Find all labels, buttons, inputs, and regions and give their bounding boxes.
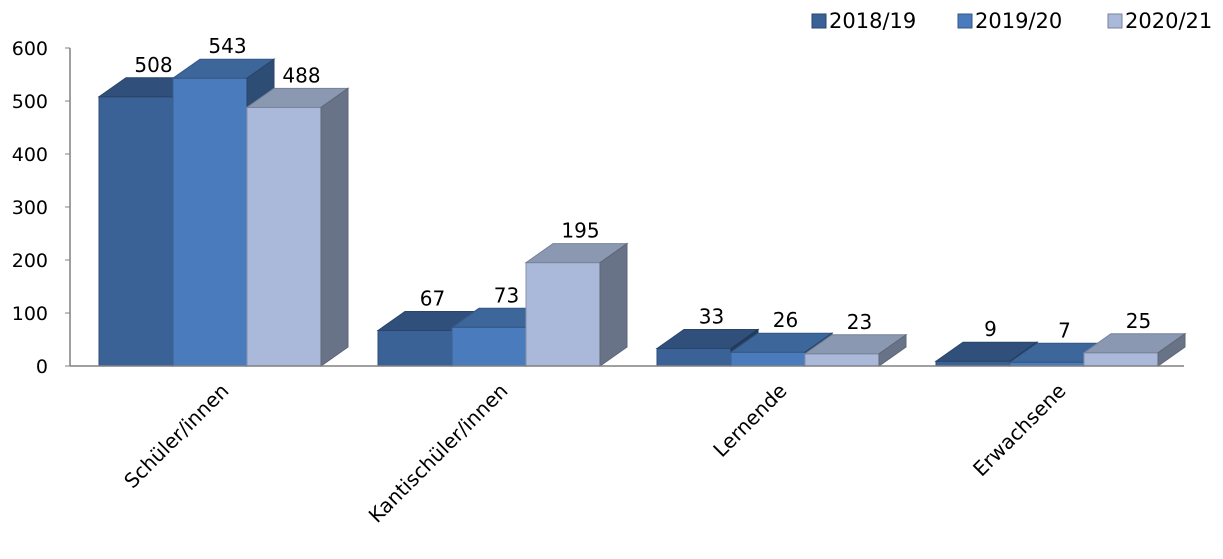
y-tick-label: 600 (12, 38, 48, 60)
category-label: Kantischüler/innen (364, 379, 513, 528)
bar-Erwachsene-2020/21 (1082, 332, 1187, 367)
data-label: 73 (494, 283, 519, 307)
legend-label: 2018/19 (829, 9, 916, 33)
bar-side-face (878, 333, 907, 367)
category-label: Schüler/innen (119, 379, 233, 493)
data-label: 67 (420, 286, 445, 310)
legend-item: 2018/19 (811, 9, 916, 33)
bar-Lernende-2020/21 (803, 333, 908, 367)
y-tick-label: 400 (12, 144, 48, 166)
legend-swatch (811, 13, 827, 29)
bar-Schüler/innen-2020/21 (245, 87, 350, 367)
legend-swatch (1107, 13, 1123, 29)
data-labels-layer: 508 543 488 67 73 195 33 26 23 9 7 25 (134, 34, 1151, 342)
data-label: 195 (561, 219, 599, 243)
legend: 2018/19 2019/20 2020/21 (811, 9, 1212, 33)
bar-front-face (98, 96, 174, 367)
bar-front-face (377, 329, 453, 367)
bar-front-face (656, 348, 732, 367)
y-tick-label: 100 (12, 303, 48, 325)
legend-item: 2020/21 (1107, 9, 1212, 33)
bar-front-face (525, 262, 601, 367)
data-label: 508 (134, 53, 172, 77)
data-label: 9 (984, 317, 997, 341)
bar-side-face (599, 242, 628, 367)
bar-front-face (451, 326, 527, 367)
category-label: Erwachsene (968, 379, 1070, 481)
data-label: 543 (208, 34, 246, 58)
bar-front-face (172, 77, 248, 367)
bar-front-face (246, 106, 322, 367)
bar-side-face (320, 87, 349, 367)
bars-layer (97, 58, 1187, 367)
bar-front-face (730, 351, 806, 367)
y-tick-label: 300 (12, 197, 48, 219)
data-label: 25 (1126, 309, 1151, 333)
data-label: 488 (282, 63, 320, 87)
legend-swatch (957, 13, 973, 29)
category-label: Lernende (708, 379, 791, 462)
bar-side-face (1157, 332, 1186, 367)
bar-front-face (1083, 352, 1159, 367)
legend-label: 2020/21 (1125, 9, 1212, 33)
data-label: 7 (1058, 318, 1071, 342)
y-tick-label: 200 (12, 250, 48, 272)
bar-Kantischüler/innen-2020/21 (524, 242, 629, 367)
y-tick-label: 0 (36, 356, 48, 378)
y-tick-label: 500 (12, 91, 48, 113)
data-label: 33 (699, 305, 724, 329)
legend-label: 2019/20 (975, 9, 1062, 33)
data-label: 23 (847, 310, 872, 334)
data-label: 26 (773, 308, 798, 332)
legend-item: 2019/20 (957, 9, 1062, 33)
bar-front-face (804, 353, 880, 367)
